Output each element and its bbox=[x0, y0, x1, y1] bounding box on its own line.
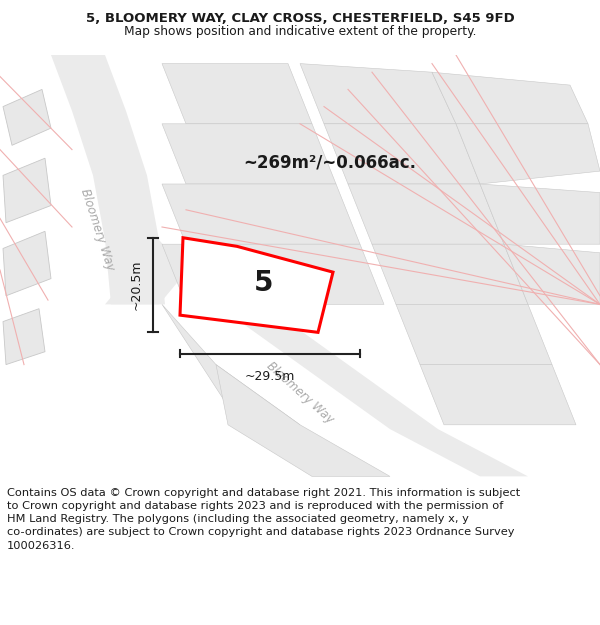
Polygon shape bbox=[456, 124, 600, 184]
Text: Bloomery Way: Bloomery Way bbox=[78, 186, 116, 272]
Polygon shape bbox=[162, 124, 336, 184]
Polygon shape bbox=[162, 304, 300, 425]
Polygon shape bbox=[348, 184, 504, 244]
Polygon shape bbox=[504, 244, 600, 304]
Text: 5, BLOOMERY WAY, CLAY CROSS, CHESTERFIELD, S45 9FD: 5, BLOOMERY WAY, CLAY CROSS, CHESTERFIEL… bbox=[86, 12, 514, 25]
Polygon shape bbox=[162, 184, 360, 244]
Polygon shape bbox=[480, 184, 600, 244]
Polygon shape bbox=[3, 231, 51, 296]
Polygon shape bbox=[324, 124, 480, 184]
Polygon shape bbox=[105, 240, 528, 476]
Polygon shape bbox=[3, 309, 45, 364]
Text: Map shows position and indicative extent of the property.: Map shows position and indicative extent… bbox=[124, 26, 476, 39]
Polygon shape bbox=[162, 64, 312, 124]
Polygon shape bbox=[420, 364, 576, 425]
Text: ~20.5m: ~20.5m bbox=[129, 260, 142, 310]
Polygon shape bbox=[3, 158, 51, 222]
Polygon shape bbox=[3, 89, 51, 145]
Polygon shape bbox=[372, 244, 528, 304]
Text: ~269m²/~0.066ac.: ~269m²/~0.066ac. bbox=[244, 154, 416, 171]
Text: Contains OS data © Crown copyright and database right 2021. This information is : Contains OS data © Crown copyright and d… bbox=[7, 488, 520, 551]
Polygon shape bbox=[396, 304, 552, 364]
Text: Bloomery Way: Bloomery Way bbox=[264, 359, 336, 426]
Text: ~29.5m: ~29.5m bbox=[245, 370, 295, 383]
Polygon shape bbox=[51, 55, 165, 304]
Polygon shape bbox=[162, 244, 384, 304]
Polygon shape bbox=[180, 238, 333, 332]
Polygon shape bbox=[300, 64, 456, 124]
Polygon shape bbox=[216, 364, 390, 476]
Text: 5: 5 bbox=[254, 269, 274, 297]
Polygon shape bbox=[432, 72, 588, 124]
